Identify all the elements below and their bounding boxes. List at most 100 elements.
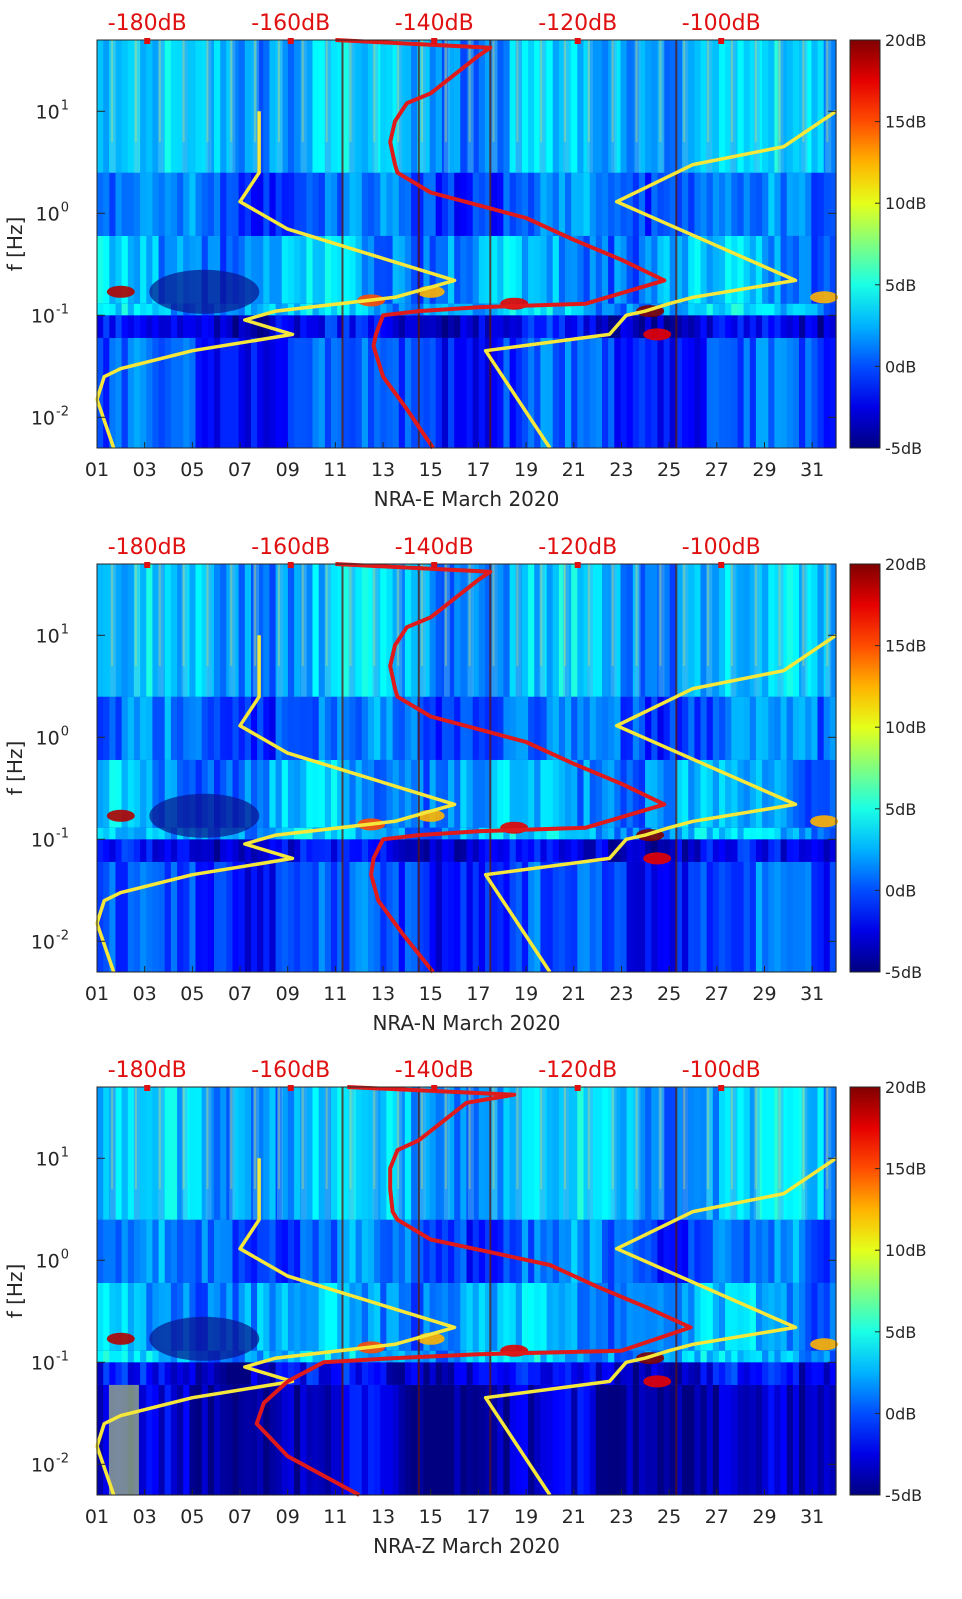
x-tick-label: 25 [657,1506,681,1528]
y-tick-label: 100 [36,200,69,225]
colorbar-label: 15dB [885,1160,927,1179]
spectrogram-image [97,564,839,972]
x-tick-label: 13 [371,983,395,1005]
y-tick-exponent: -2 [56,404,69,419]
x-tick-label: 23 [609,1506,633,1528]
x-tick-label: 29 [752,459,776,481]
colorbar [849,1086,881,1496]
top-db-label: -100dB [682,1058,761,1083]
x-tick-label: 13 [371,459,395,481]
top-tick-mark [718,38,725,44]
colorbar-label: 15dB [885,637,927,656]
top-tick-mark [287,562,294,568]
x-tick-label: 07 [228,983,252,1005]
top-db-label: -120dB [538,1058,617,1083]
x-tick-label: 03 [133,1506,157,1528]
x-tick-label: 29 [752,1506,776,1528]
series-line-2 [335,562,667,974]
top-db-label: -140dB [395,11,474,36]
top-db-label: -100dB [682,535,761,560]
x-tick-label: 09 [276,983,300,1005]
colorbar-label: 5dB [885,1323,916,1342]
series-line-0 [95,111,457,449]
colorbar-label: 20dB [885,555,927,574]
y-tick-label: 101 [36,622,69,647]
y-tick-exponent: 1 [61,98,69,113]
x-tick-label: 31 [800,459,824,481]
series-line-1 [483,109,837,449]
x-tick-label: 17 [466,1506,490,1528]
y-tick-label: 10-1 [31,826,69,851]
x-tick-label: 11 [323,983,347,1005]
x-tick-label: 11 [323,459,347,481]
plot-frame [96,1086,837,1496]
y-tick-exponent: 1 [61,1145,69,1160]
y-axis-label: f [Hz] [3,741,27,796]
x-tick-label: 19 [514,983,538,1005]
y-tick-label: 10-2 [31,404,69,429]
x-tick-label: 05 [180,1506,204,1528]
series-line-2 [254,1085,693,1497]
y-tick-exponent: -2 [56,928,69,943]
colorbar-label: 5dB [885,800,916,819]
y-tick-exponent: 0 [61,200,69,215]
x-tick-label: 09 [276,1506,300,1528]
top-tick-mark [144,1085,151,1091]
x-tick-label: 31 [800,1506,824,1528]
top-tick-mark [287,1085,294,1091]
x-tick-label: 23 [609,983,633,1005]
y-axis-label: f [Hz] [3,217,27,272]
colorbar-label: 10dB [885,1241,927,1260]
y-tick-exponent: -1 [56,302,69,317]
x-tick-label: 07 [228,1506,252,1528]
x-tick-label: 29 [752,983,776,1005]
x-axis-label: NRA-E March 2020 [374,487,560,511]
x-tick-label: 27 [705,459,729,481]
colorbar-label: 10dB [885,718,927,737]
top-db-label: -160dB [251,535,330,560]
colorbar-label: 20dB [885,31,927,50]
x-tick-label: 11 [323,1506,347,1528]
plot-frame [96,563,837,973]
x-tick-label: 21 [562,459,586,481]
series-line-1 [483,1156,837,1496]
top-db-label: -180dB [108,1058,187,1083]
x-tick-label: 01 [85,983,109,1005]
top-tick-mark [574,562,581,568]
series-line-0 [95,635,457,973]
y-tick-label: 100 [36,1247,69,1272]
colorbar-label: 5dB [885,276,916,295]
x-tick-label: 15 [419,1506,443,1528]
top-db-label: -180dB [108,535,187,560]
y-tick-label: 101 [36,98,69,123]
y-tick-label: 100 [36,724,69,749]
top-db-label: -140dB [395,1058,474,1083]
top-db-label: -160dB [251,1058,330,1083]
colorbar [849,563,881,973]
y-tick-exponent: -1 [56,826,69,841]
colorbar-label: 0dB [885,1404,916,1423]
y-tick-exponent: 1 [61,622,69,637]
spectrogram-image [97,40,839,448]
top-tick-mark [431,38,438,44]
x-tick-label: 05 [180,983,204,1005]
x-tick-label: 17 [466,459,490,481]
series-line-0 [95,1158,457,1496]
x-tick-label: 25 [657,459,681,481]
x-tick-label: 03 [133,459,157,481]
y-axis-label: f [Hz] [3,1264,27,1319]
y-tick-exponent: -2 [56,1451,69,1466]
plot-frame [96,39,837,449]
colorbar-label: 15dB [885,113,927,132]
x-tick-label: 07 [228,459,252,481]
colorbar-label: -5dB [885,439,922,458]
x-tick-label: 31 [800,983,824,1005]
x-tick-label: 05 [180,459,204,481]
x-tick-label: 27 [705,983,729,1005]
x-tick-label: 09 [276,459,300,481]
top-tick-mark [574,38,581,44]
spectrogram-image [97,1087,839,1495]
